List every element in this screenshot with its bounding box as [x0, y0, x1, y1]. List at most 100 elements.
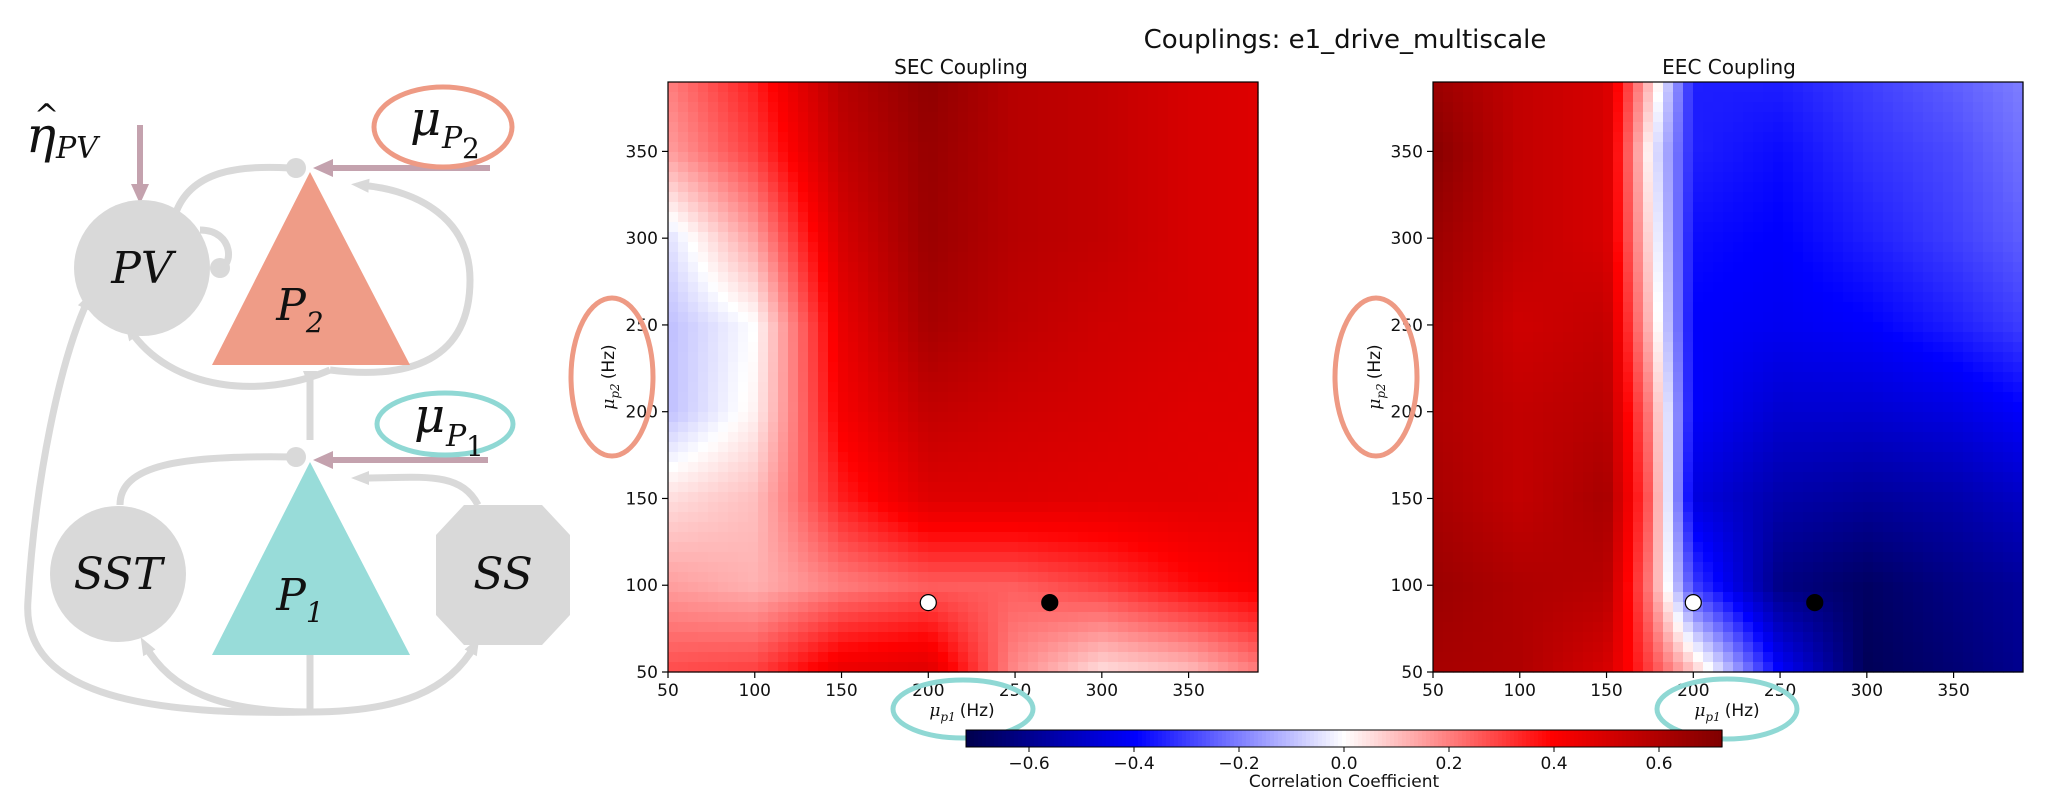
- heatmap-cell: [1108, 102, 1119, 113]
- heatmap-cell: [1663, 192, 1674, 203]
- heatmap-cell: [818, 222, 829, 233]
- heatmap-cell: [1543, 172, 1554, 183]
- heatmap-cell: [798, 332, 809, 343]
- heatmap-cell: [1038, 422, 1049, 433]
- heatmap-cell: [738, 412, 749, 423]
- heatmap-cell: [678, 292, 689, 303]
- heatmap-cell: [968, 92, 979, 103]
- heatmap-cell: [1713, 222, 1724, 233]
- heatmap-cell: [708, 362, 719, 373]
- heatmap-cell: [1933, 282, 1944, 293]
- heatmap-cell: [1178, 662, 1189, 673]
- heatmap-cell: [1088, 412, 1099, 423]
- heatmap-cell: [1923, 212, 1934, 223]
- heatmap-cell: [1853, 302, 1864, 313]
- heatmap-cell: [1178, 102, 1189, 113]
- heatmap-cell: [688, 182, 699, 193]
- heatmap-cell: [1248, 522, 1259, 533]
- heatmap-cell: [778, 282, 789, 293]
- heatmap-cell: [1078, 242, 1089, 253]
- heatmap-cell: [748, 412, 759, 423]
- heatmap-cell: [768, 152, 779, 163]
- heatmap-cell: [2003, 262, 2014, 273]
- heatmap-cell: [1583, 152, 1594, 163]
- heatmap-cell: [1773, 232, 1784, 243]
- heatmap-cell: [1653, 102, 1664, 113]
- heatmap-cell: [788, 142, 799, 153]
- heatmap-cell: [1843, 262, 1854, 273]
- heatmap-cell: [828, 482, 839, 493]
- heatmap-cell: [878, 232, 889, 243]
- heatmap-cell: [1008, 532, 1019, 543]
- heatmap-cell: [968, 532, 979, 543]
- heatmap-cell: [1553, 152, 1564, 163]
- heatmap-cell: [1603, 162, 1614, 173]
- heatmap-cell: [1158, 572, 1169, 583]
- heatmap-cell: [1128, 312, 1139, 323]
- heatmap-cell: [668, 492, 679, 503]
- heatmap-cell: [1983, 102, 1994, 113]
- heatmap-cell: [1078, 262, 1089, 273]
- heatmap-cell: [1248, 472, 1259, 483]
- heatmap-cell: [968, 272, 979, 283]
- heatmap-cell: [698, 262, 709, 273]
- heatmap-cell: [1198, 452, 1209, 463]
- heatmap-cell: [1238, 612, 1249, 623]
- heatmap-cell: [878, 202, 889, 213]
- heatmap-cell: [828, 272, 839, 283]
- heatmap-cell: [1178, 622, 1189, 633]
- heatmap-cell: [778, 392, 789, 403]
- heatmap-cell: [1943, 82, 1954, 93]
- heatmap-cell: [1883, 132, 1894, 143]
- heatmap-cell: [1178, 92, 1189, 103]
- heatmap-cell: [888, 342, 899, 353]
- heatmap-cell: [1483, 82, 1494, 93]
- heatmap-cell: [788, 312, 799, 323]
- heatmap-cell: [1523, 302, 1534, 313]
- heatmap-cell: [968, 122, 979, 133]
- heatmap-cell: [1098, 352, 1109, 363]
- heatmap-cell: [1108, 582, 1119, 593]
- heatmap-cell: [1078, 112, 1089, 123]
- heatmap-cell: [908, 582, 919, 593]
- heatmap-cell: [1148, 292, 1159, 303]
- heatmap-cell: [1733, 152, 1744, 163]
- heatmap-cell: [1168, 532, 1179, 543]
- heatmap-cell: [1178, 192, 1189, 203]
- heatmap-cell: [698, 202, 709, 213]
- heatmap-cell: [1038, 432, 1049, 443]
- heatmap-cell: [1008, 652, 1019, 663]
- heatmap-cell: [1208, 452, 1219, 463]
- heatmap-cell: [1693, 302, 1704, 313]
- heatmap-cell: [1493, 282, 1504, 293]
- heatmap-cell: [818, 482, 829, 493]
- heatmap-cell: [988, 352, 999, 363]
- heatmap-cell: [1573, 272, 1584, 283]
- heatmap-cell: [1198, 312, 1209, 323]
- heatmap-cell: [1008, 152, 1019, 163]
- heatmap-cell: [1048, 212, 1059, 223]
- heatmap-cell: [798, 472, 809, 483]
- heatmap-cell: [1158, 472, 1169, 483]
- heatmap-cell: [728, 582, 739, 593]
- heatmap-cell: [678, 582, 689, 593]
- p1-to-sst-connection: [140, 637, 311, 716]
- heatmap-cell: [1018, 302, 1029, 313]
- heatmap-cell: [1813, 102, 1824, 113]
- heatmap-cell: [858, 152, 869, 163]
- heatmap-cell: [898, 602, 909, 613]
- heatmap-cell: [1583, 232, 1594, 243]
- heatmap-cell: [1903, 152, 1914, 163]
- heatmap-cell: [978, 612, 989, 623]
- heatmap-cell: [1168, 302, 1179, 313]
- heatmap-cell: [1843, 112, 1854, 123]
- heatmap-cell: [968, 152, 979, 163]
- heatmap-cell: [868, 502, 879, 513]
- heatmap-cell: [1218, 332, 1229, 343]
- heatmap-cell: [1573, 262, 1584, 273]
- heatmap-cell: [778, 112, 789, 123]
- heatmap-cell: [1118, 102, 1129, 113]
- heatmap-cell: [1563, 282, 1574, 293]
- heatmap-cell: [1553, 312, 1564, 323]
- heatmap-cell: [1623, 262, 1634, 273]
